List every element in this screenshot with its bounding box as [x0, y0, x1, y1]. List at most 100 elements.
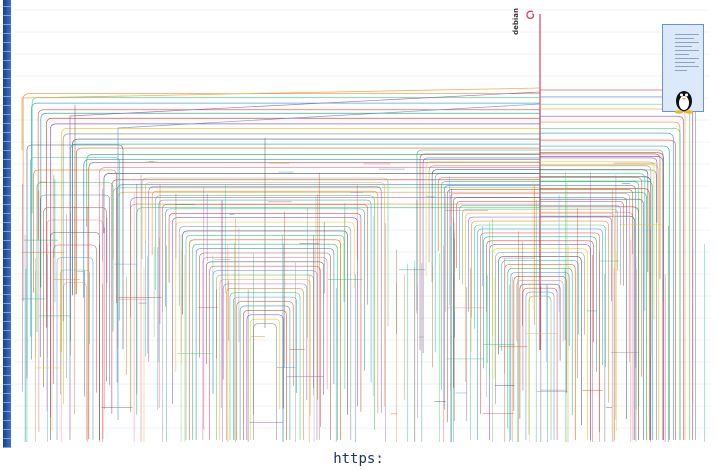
fan-cluster-branch: [540, 268, 573, 415]
distribution-branch: [61, 128, 540, 353]
fan-cluster-branch: [239, 305, 265, 440]
ruler-tick: [3, 87, 11, 88]
ruler-tick: [3, 132, 11, 133]
fan-cluster-branch: [540, 216, 612, 302]
ruler-tick: [3, 150, 11, 151]
fan-cluster-branch: [540, 295, 552, 440]
fan-cluster-branch: [513, 276, 540, 411]
distribution-branch: [117, 103, 541, 420]
fan-cluster-branch: [50, 232, 75, 440]
ruler-tick: [3, 438, 11, 439]
fan-cluster-branch: [540, 244, 591, 440]
fan-cluster-branch: [525, 291, 540, 440]
ruler-tick: [3, 312, 11, 313]
fan-cluster-branch: [522, 287, 540, 391]
distribution-branch: [540, 198, 644, 440]
distribution-branch: [130, 203, 540, 412]
fan-cluster-branch: [148, 186, 265, 362]
fan-cluster-branch: [540, 181, 640, 407]
fan-cluster-branch: [462, 208, 540, 285]
distribution-branch: [540, 128, 681, 440]
fan-cluster-branch: [434, 173, 540, 353]
distribution-branch: [86, 154, 540, 227]
fan-cluster-branch: [265, 226, 352, 440]
fan-cluster-branch: [265, 257, 328, 390]
ruler-tick: [3, 195, 11, 196]
fan-cluster-branch: [483, 236, 540, 369]
fan-cluster-branch: [265, 186, 382, 413]
ruler-tick: [3, 411, 11, 412]
ruler-tick: [3, 204, 11, 205]
fan-cluster-branch: [246, 314, 265, 440]
ruler-tick: [3, 213, 11, 214]
fan-cluster-branch: [540, 193, 631, 362]
fan-cluster-branch: [540, 240, 594, 343]
fan-cluster-branch: [540, 256, 582, 426]
fan-cluster-branch: [265, 217, 358, 407]
fan-cluster-branch: [43, 207, 75, 388]
fan-cluster-branch: [36, 182, 75, 332]
fan-cluster-branch: [265, 323, 277, 440]
ruler-tick: [3, 429, 11, 430]
fan-cluster-branch: [431, 169, 540, 283]
fan-cluster-branch: [265, 190, 379, 414]
ruler-tick: [3, 240, 11, 241]
ruler-tick: [3, 330, 11, 331]
fan-cluster-branch: [265, 274, 314, 396]
ruler-tick: [3, 348, 11, 349]
fan-cluster-branch: [516, 279, 540, 342]
distribution-branch: [540, 215, 636, 440]
distribution-branch: [75, 147, 540, 294]
fan-cluster-branch: [480, 232, 540, 415]
ruler-tick: [3, 267, 11, 268]
distribution-branch: [40, 112, 540, 288]
fan-cluster-branch: [265, 235, 345, 303]
distribution-branch: [136, 207, 540, 415]
fan-cluster-branch: [468, 216, 540, 312]
fan-cluster-branch: [540, 185, 637, 369]
ruler-tick: [3, 321, 11, 322]
fan-cluster-branch: [75, 257, 94, 440]
ruler-tick: [3, 78, 11, 79]
distribution-branch: [21, 87, 541, 150]
fan-cluster-branch: [265, 287, 304, 440]
fan-cluster-branch: [253, 323, 265, 440]
ruler-tick: [3, 60, 11, 61]
fan-cluster-branch: [233, 296, 265, 440]
left-timeline-ruler: [3, 0, 11, 448]
fan-cluster-branch: [519, 283, 540, 419]
ruler-tick: [3, 384, 11, 385]
fan-cluster-branch: [222, 283, 265, 380]
fan-cluster-branch: [265, 248, 335, 385]
fan-cluster-branch: [474, 224, 540, 329]
fan-cluster-branch: [265, 195, 375, 431]
fan-cluster-branch: [151, 190, 265, 256]
fan-cluster-branch: [540, 260, 579, 335]
distribution-branch: [62, 133, 540, 322]
distribution-branch: [540, 121, 681, 440]
fan-cluster-branch: [540, 232, 600, 433]
fan-cluster-branch: [265, 314, 284, 409]
ruler-tick: [3, 15, 11, 16]
fan-cluster-branch: [540, 173, 646, 311]
fan-cluster-branch: [428, 165, 540, 263]
fan-cluster-branch: [265, 305, 291, 440]
distribution-branch: [49, 123, 540, 418]
distribution-branch: [88, 162, 540, 440]
fan-cluster-branch: [437, 177, 540, 252]
fan-cluster-branch: [465, 212, 540, 383]
fan-cluster-branch: [540, 189, 634, 255]
fan-cluster-branch: [75, 194, 110, 385]
fan-cluster-branch: [540, 165, 652, 356]
ruler-tick: [3, 294, 11, 295]
fan-cluster-branch: [199, 252, 265, 358]
distribution-branch: [45, 117, 540, 328]
distribution-tree-diagram: [14, 9, 710, 442]
fan-cluster-branch: [265, 239, 341, 440]
fan-cluster-branch: [540, 236, 597, 372]
fan-cluster-branch: [75, 232, 100, 440]
fan-cluster-branch: [141, 177, 265, 260]
fan-cluster-branch: [202, 257, 265, 440]
fan-cluster-branch: [540, 177, 643, 377]
ruler-tick: [3, 96, 11, 97]
